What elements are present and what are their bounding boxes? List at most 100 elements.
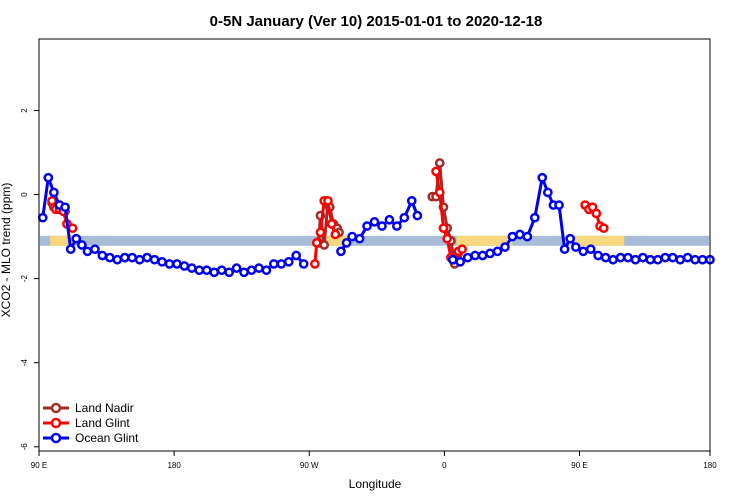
legend-label-land-nadir: Land Nadir [75,401,134,415]
data-point-ocean-glint-34 [276,259,287,269]
x-tick-label-4: 90 E [571,461,587,470]
data-point-ocean-glint-74 [615,252,626,263]
data-point-ocean-glint-54 [477,250,488,261]
data-point-ocean-glint-22 [186,263,197,273]
data-point-ocean-glint-59 [515,229,525,240]
data-point-ocean-glint-61 [529,212,540,223]
data-point-ocean-glint-53 [470,250,480,261]
data-point-ocean-glint-11 [104,252,115,263]
data-point-ocean-glint-23 [194,265,205,276]
x-tick-label-3: 0 [442,461,447,470]
surface-band-land-0 [50,235,75,246]
data-point-ocean-glint-44 [377,221,387,231]
data-point-land-glint-12 [330,229,341,240]
data-point-ocean-glint-36 [291,250,302,261]
data-point-ocean-glint-65 [554,200,564,210]
data-point-ocean-glint-12 [112,254,123,265]
data-point-ocean-glint-79 [652,254,663,265]
data-point-ocean-glint-19 [164,259,175,269]
x-tick-label-2: 90 W [300,461,319,470]
data-point-ocean-glint-1 [43,172,54,183]
data-point-land-glint-11 [326,219,337,229]
y-axis: -6 -4 -2 0 2 [20,108,39,451]
data-point-ocean-glint-41 [354,233,365,244]
y-tick-label-1: -4 [20,359,29,367]
data-point-ocean-glint-43 [369,217,380,227]
data-point-ocean-glint-14 [127,252,138,263]
data-point-ocean-glint-75 [623,252,633,263]
data-point-ocean-glint-0 [37,212,48,223]
data-point-ocean-glint-52 [462,252,473,263]
data-point-ocean-glint-70 [585,244,596,255]
data-point-ocean-glint-49 [412,210,423,221]
x-axis-label: Longitude [349,477,402,491]
y-tick-label-3: 0 [20,192,29,197]
data-point-land-glint-8 [315,227,326,238]
x-tick-label-0: 90 E [31,461,47,470]
data-point-ocean-glint-68 [570,242,581,252]
data-point-ocean-glint-81 [667,252,678,263]
data-point-ocean-glint-29 [239,267,249,278]
data-point-ocean-glint-56 [492,246,503,257]
data-point-ocean-glint-84 [690,254,700,265]
data-point-ocean-glint-39 [341,238,352,248]
data-point-land-glint-5 [67,223,78,234]
data-point-ocean-glint-85 [697,254,708,265]
data-point-ocean-glint-55 [485,248,495,259]
data-point-ocean-glint-9 [90,244,100,255]
data-point-land-glint-0 [47,196,57,206]
data-point-ocean-glint-76 [630,254,641,265]
data-point-ocean-glint-27 [224,267,234,278]
data-point-ocean-glint-66 [559,244,570,255]
data-point-ocean-glint-20 [172,259,182,269]
surface-band-land-1 [322,235,351,246]
data-point-ocean-glint-18 [157,256,167,267]
data-point-ocean-glint-28 [231,263,242,273]
y-tick-label-0: -6 [20,443,29,451]
y-axis-label: XCO2 - MLO trend (ppm) [0,183,13,318]
data-point-ocean-glint-83 [682,252,693,263]
data-point-ocean-glint-78 [645,254,656,265]
data-point-ocean-glint-67 [565,233,576,244]
data-point-ocean-glint-21 [179,261,190,271]
data-point-ocean-glint-4 [60,202,70,213]
series-land-nadir [47,158,464,269]
data-point-ocean-glint-26 [216,265,227,276]
data-point-ocean-glint-15 [134,254,145,265]
data-point-ocean-glint-45 [384,214,395,225]
plot-frame [38,38,711,452]
data-point-ocean-glint-51 [455,256,466,267]
data-point-ocean-glint-71 [593,250,604,261]
data-point-ocean-glint-73 [608,254,618,265]
series-line-ocean-glint-0 [41,177,305,274]
data-point-ocean-glint-6 [71,233,82,244]
data-point-ocean-glint-13 [119,252,130,263]
data-point-land-nadir-7 [319,240,330,250]
y-tick-label-4: 2 [20,108,29,113]
data-point-ocean-glint-35 [283,256,294,267]
data-point-land-glint-6 [310,259,320,269]
data-point-ocean-glint-63 [542,187,553,198]
data-point-ocean-glint-7 [77,240,87,250]
legend-marker-land-glint [50,417,62,429]
data-point-ocean-glint-38 [336,246,346,257]
data-point-ocean-glint-37 [298,259,309,269]
data-point-ocean-glint-57 [500,242,510,252]
data-point-land-glint-20 [457,244,467,255]
legend-label-ocean-glint: Ocean Glint [75,431,139,445]
data-point-ocean-glint-30 [246,265,257,276]
data-point-land-glint-24 [591,208,602,219]
data-point-land-glint-7 [311,238,322,248]
data-point-ocean-glint-5 [65,244,76,255]
data-point-ocean-glint-10 [97,250,108,261]
plot-area [37,158,715,278]
data-point-ocean-glint-77 [638,252,648,263]
data-point-ocean-glint-50 [447,254,458,265]
data-point-ocean-glint-47 [399,212,410,223]
data-point-land-glint-15 [438,223,449,234]
data-point-land-nadir-15 [434,158,445,168]
surface-band-land-2 [456,235,513,246]
data-point-ocean-glint-82 [675,254,686,265]
